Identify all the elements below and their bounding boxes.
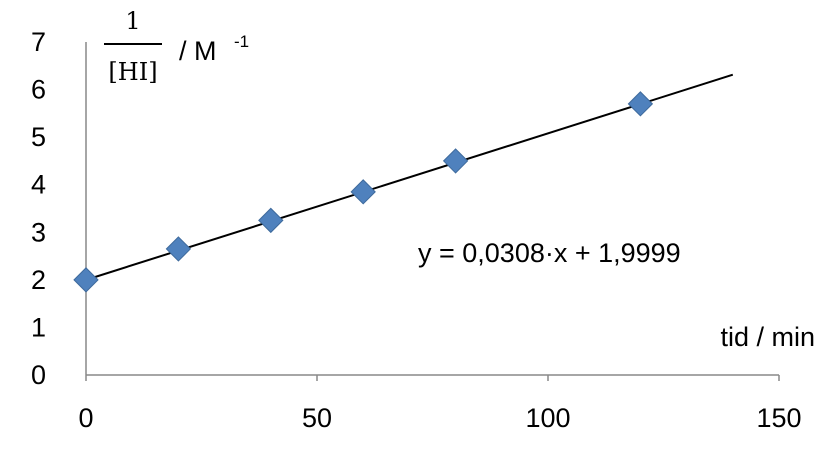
x-tick-labels: 0 50 100 150 <box>78 403 801 433</box>
y-label-denominator: [HI] <box>108 58 157 86</box>
x-tick-label: 50 <box>302 403 332 433</box>
y-tick-label: 7 <box>31 27 46 57</box>
y-tick-label: 1 <box>31 312 46 342</box>
y-tick-label: 6 <box>31 75 46 105</box>
y-label-numerator: 1 <box>125 7 140 35</box>
y-tick-label: 2 <box>31 265 46 295</box>
x-tick-label: 0 <box>78 403 93 433</box>
x-axis-label: tid / min <box>720 322 815 352</box>
y-tick-label: 0 <box>31 360 46 390</box>
y-axis-label: 1 [HI] / M -1 <box>104 7 249 86</box>
trendline-equation: y = 0,0308·x + 1,9999 <box>418 238 681 268</box>
data-points <box>73 91 654 293</box>
y-tick-label: 3 <box>31 217 46 247</box>
x-tick-label: 150 <box>756 403 801 433</box>
y-tick-label: 4 <box>31 170 46 200</box>
x-tick-label: 100 <box>525 403 570 433</box>
data-point <box>258 207 284 234</box>
axes: 0 1 2 3 4 5 6 7 0 50 100 150 <box>31 27 802 433</box>
data-point <box>627 91 654 117</box>
data-point <box>165 236 192 262</box>
y-tick-label: 5 <box>31 122 46 152</box>
trendline-line <box>85 73 734 281</box>
x-ticks <box>85 375 780 381</box>
y-label-unit: / M <box>179 36 217 66</box>
data-point <box>73 267 99 293</box>
data-point <box>442 148 469 174</box>
y-label-unit-exponent: -1 <box>234 32 249 51</box>
data-point <box>350 179 376 205</box>
y-tick-labels: 0 1 2 3 4 5 6 7 <box>31 27 46 390</box>
trendline <box>85 73 734 281</box>
